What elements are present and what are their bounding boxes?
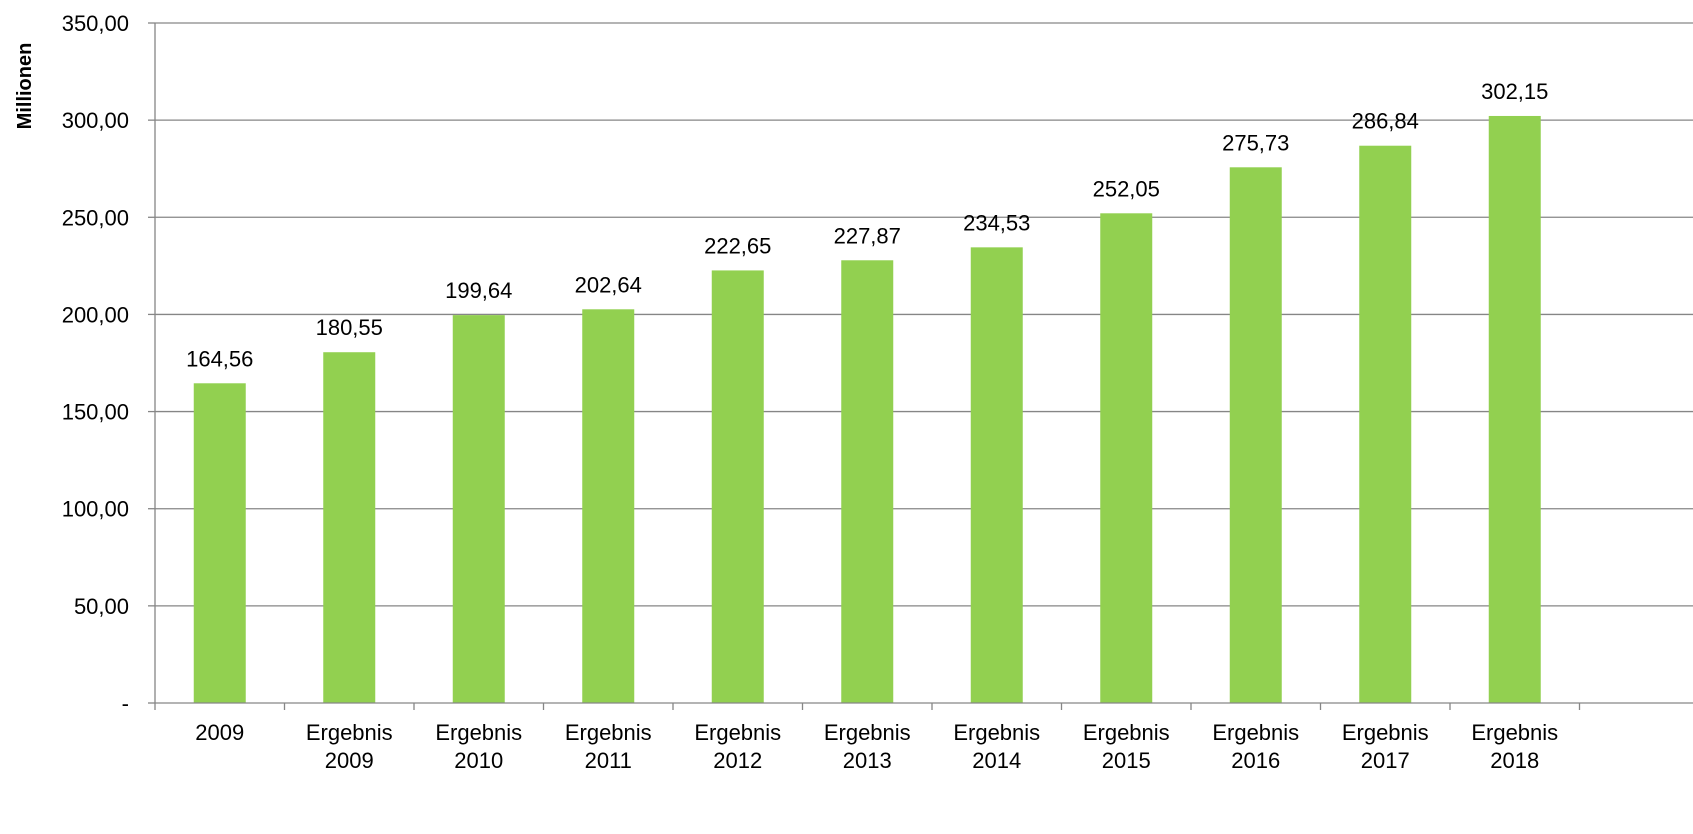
data-labels: 164,56 180,55 199,64 202,64 222,65 227,87 234,…: [186, 79, 1548, 371]
data-label: 286,84: [1352, 109, 1419, 134]
x-tick-label: Ergebnis 2010: [435, 720, 522, 773]
x-tick-labels: 2009 Ergebnis 2009 Ergebnis 2010 Ergebnis 2011…: [195, 720, 1558, 773]
y-tick-label: 50,00: [74, 594, 129, 619]
bar: [1359, 145, 1412, 703]
data-label: 222,65: [704, 233, 771, 258]
bars: [193, 115, 1541, 704]
data-label: 227,87: [834, 223, 901, 248]
x-tick-label: 2009: [195, 720, 244, 745]
x-tick-label: Ergebnis 2011: [565, 720, 652, 773]
bar: [711, 270, 764, 703]
y-tick-label: 200,00: [62, 302, 129, 327]
bar: [970, 247, 1023, 703]
x-tick-label: Ergebnis 2017: [1342, 720, 1429, 773]
data-label: 180,55: [316, 315, 383, 340]
x-tick-label: Ergebnis 2014: [953, 720, 1040, 773]
y-tick-labels: - 50,00 100,00 150,00 200,00 250,00 300,00 350,…: [62, 11, 129, 716]
bar: [323, 352, 376, 703]
bar: [452, 315, 505, 703]
bar: [841, 260, 894, 703]
x-tick-label: Ergebnis 2013: [824, 720, 911, 773]
x-tick-label: Ergebnis 2018: [1471, 720, 1558, 773]
bar: [1229, 167, 1282, 703]
data-label: 234,53: [963, 210, 1030, 235]
x-tick-label: Ergebnis 2015: [1083, 720, 1170, 773]
y-tick-label: 150,00: [62, 400, 129, 425]
bar: [1488, 115, 1541, 704]
x-tick-label: Ergebnis 2012: [694, 720, 781, 773]
y-tick-label: 250,00: [62, 205, 129, 230]
y-axis-title: Millionen: [14, 43, 36, 130]
y-tick-label: 350,00: [62, 11, 129, 36]
data-label: 252,05: [1093, 176, 1160, 201]
data-label: 202,64: [575, 272, 642, 297]
x-tick-label: Ergebnis 2016: [1212, 720, 1299, 773]
bar: [582, 309, 635, 703]
data-label: 164,56: [186, 346, 253, 371]
x-tick-label: Ergebnis 2009: [306, 720, 393, 773]
data-label: 302,15: [1481, 79, 1548, 104]
axes: [148, 22, 1693, 710]
data-label: 275,73: [1222, 130, 1289, 155]
bar: [193, 383, 246, 703]
y-tick-label: 100,00: [62, 497, 129, 522]
y-tick-label: 300,00: [62, 108, 129, 133]
bar: [1100, 213, 1153, 703]
y-tick-label: -: [122, 691, 129, 716]
data-label: 199,64: [445, 278, 512, 303]
gridlines: [155, 22, 1693, 607]
